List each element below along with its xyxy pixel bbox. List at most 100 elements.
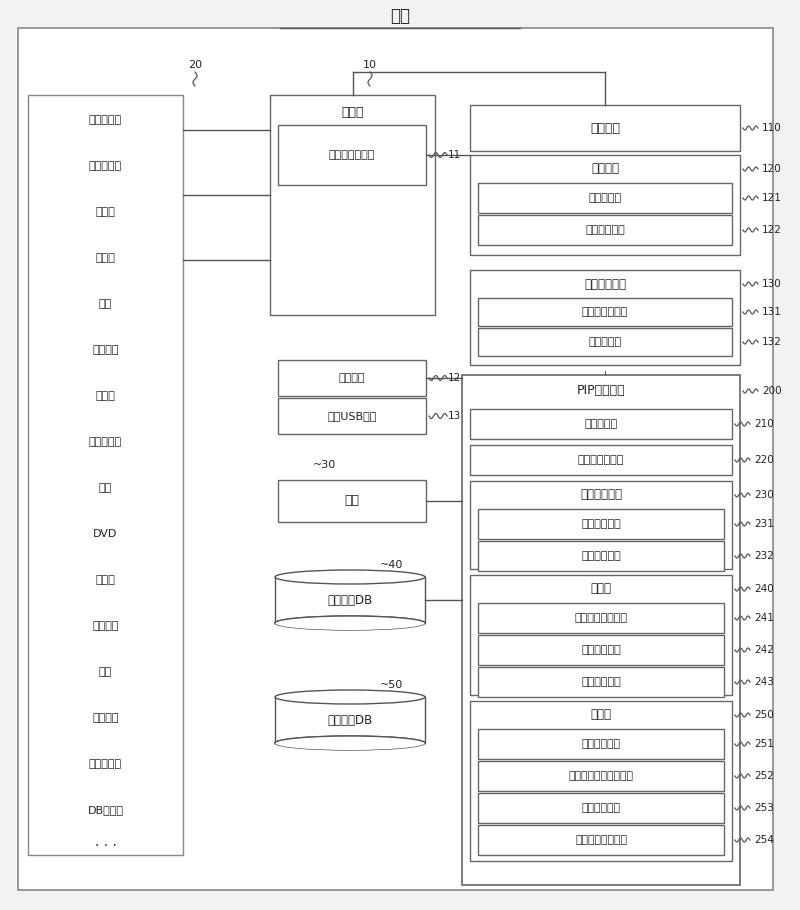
Text: 标签顺序指定部: 标签顺序指定部 [578,455,624,465]
Text: 251: 251 [754,739,774,749]
FancyBboxPatch shape [275,577,425,623]
Text: 匹配顺序决定方案: 匹配顺序决定方案 [574,613,627,623]
Text: 显示状态决定方案: 显示状态决定方案 [575,835,627,845]
FancyBboxPatch shape [478,328,732,356]
Text: 标签顺序互连决定方案: 标签顺序互连决定方案 [569,771,634,781]
Text: 131: 131 [762,307,782,317]
Text: 蓝牙耳机: 蓝牙耳机 [92,345,118,355]
Text: ~40: ~40 [380,560,403,570]
Text: 240: 240 [754,584,774,594]
Text: 状态显示部: 状态显示部 [589,337,622,347]
Text: 条件设置部: 条件设置部 [589,193,622,203]
Text: 122: 122 [762,225,782,235]
Text: 火灾传感器: 火灾传感器 [89,759,122,769]
Ellipse shape [275,736,425,750]
Ellipse shape [275,690,425,704]
Text: DB服务器: DB服务器 [87,805,123,815]
FancyBboxPatch shape [470,481,732,569]
Text: 自行诊断模块: 自行诊断模块 [584,278,626,290]
Text: PIP显示模块: PIP显示模块 [577,385,626,398]
Text: ~50: ~50 [380,680,403,690]
FancyBboxPatch shape [470,155,740,255]
Text: 242: 242 [754,645,774,655]
Text: 光束投射器: 光束投射器 [89,161,122,171]
Text: 10: 10 [363,60,377,70]
Text: 231: 231 [754,519,774,529]
Text: 200: 200 [762,386,782,396]
FancyBboxPatch shape [470,445,732,475]
FancyBboxPatch shape [278,125,426,185]
Ellipse shape [275,616,425,630]
Text: 提示器: 提示器 [95,253,115,263]
Text: 20: 20 [188,60,202,70]
Text: 13: 13 [448,411,462,421]
FancyBboxPatch shape [278,398,426,434]
Text: · · ·: · · · [94,839,117,853]
FancyBboxPatch shape [478,825,724,855]
FancyBboxPatch shape [478,729,724,759]
Text: 讲课资料DB: 讲课资料DB [327,713,373,726]
Text: 讲桌: 讲桌 [345,494,359,508]
Text: 130: 130 [762,279,782,289]
FancyBboxPatch shape [478,509,724,539]
Text: 12: 12 [448,373,462,383]
Text: 设置模块: 设置模块 [591,163,619,176]
FancyBboxPatch shape [478,215,732,245]
Text: DVD: DVD [94,529,118,539]
FancyBboxPatch shape [478,793,724,823]
Ellipse shape [275,570,425,584]
Text: 任意决定方案: 任意决定方案 [581,677,621,687]
Text: 桌面: 桌面 [99,483,112,493]
Text: 综合线缆: 综合线缆 [338,373,366,383]
FancyBboxPatch shape [478,761,724,791]
Text: ~30: ~30 [314,460,337,470]
Text: 253: 253 [754,803,774,813]
FancyBboxPatch shape [270,95,435,315]
FancyBboxPatch shape [478,635,724,665]
Text: 话筒: 话筒 [99,299,112,309]
Text: 显示器: 显示器 [95,207,115,217]
Text: 互联网: 互联网 [95,391,115,401]
Text: 121: 121 [762,193,782,203]
Text: 默认值设置部: 默认值设置部 [585,225,625,235]
Text: 系统: 系统 [390,7,410,25]
Text: 232: 232 [754,551,774,561]
Text: 243: 243 [754,677,774,687]
Text: 数字门锁: 数字门锁 [92,713,118,723]
Text: 11: 11 [448,150,462,160]
Text: 教学内容DB: 教学内容DB [327,593,373,606]
Text: 主控器: 主控器 [342,106,364,119]
FancyBboxPatch shape [470,701,732,861]
Text: 132: 132 [762,337,782,347]
FancyBboxPatch shape [278,480,426,522]
Text: 250: 250 [754,710,774,720]
FancyBboxPatch shape [278,360,426,396]
FancyBboxPatch shape [470,409,732,439]
FancyBboxPatch shape [478,298,732,326]
Text: 手动输入方案: 手动输入方案 [581,519,621,529]
Text: 混合显示方案: 混合显示方案 [582,803,621,813]
FancyBboxPatch shape [478,603,724,633]
Text: 任意决定方案: 任意决定方案 [581,645,621,655]
Text: 笔记本电脑: 笔记本电脑 [89,437,122,447]
Text: 220: 220 [754,455,774,465]
FancyBboxPatch shape [470,105,740,151]
Text: 屏幕: 屏幕 [99,667,112,677]
FancyBboxPatch shape [478,541,724,571]
Ellipse shape [275,736,425,750]
Text: 互连模块: 互连模块 [590,122,620,135]
Text: 显示部: 显示部 [590,709,611,722]
FancyBboxPatch shape [470,270,740,365]
Text: 综合USB端口: 综合USB端口 [327,411,377,421]
Ellipse shape [275,616,425,630]
Text: 252: 252 [754,771,774,781]
Text: 210: 210 [754,419,774,429]
Text: 诊断信号发送部: 诊断信号发送部 [582,307,628,317]
Text: 外围设备组: 外围设备组 [89,115,122,125]
FancyBboxPatch shape [18,28,773,890]
Text: 自动输入方案: 自动输入方案 [581,551,621,561]
FancyBboxPatch shape [462,375,740,885]
Text: 电子窗帘: 电子窗帘 [92,621,118,631]
Text: 整合信号处理部: 整合信号处理部 [329,150,375,160]
Text: 搜索词输入部: 搜索词输入部 [580,489,622,501]
